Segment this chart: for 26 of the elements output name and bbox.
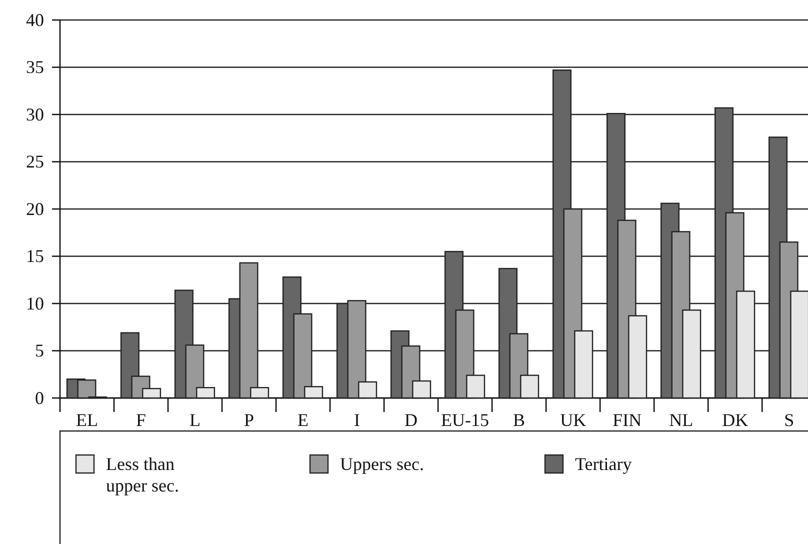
legend-label: Less than upper sec. — [106, 454, 179, 496]
x-tick-label: DK — [722, 410, 748, 430]
legend-label: Tertiary — [575, 454, 632, 474]
y-tick-label: 0 — [35, 388, 44, 408]
x-tick-label: UK — [560, 410, 586, 430]
y-tick-label: 30 — [26, 104, 44, 124]
y-tick-label: 20 — [26, 198, 44, 219]
x-tick-label: S — [784, 410, 794, 430]
y-tick-label: 15 — [26, 246, 44, 266]
x-tick-label: F — [136, 410, 146, 430]
x-tick-label: NL — [669, 410, 694, 430]
x-tick-label: D — [404, 410, 418, 430]
x-tick-label: L — [190, 410, 201, 430]
legend-label: Uppers sec. — [340, 454, 424, 474]
y-tick-label: 5 — [35, 340, 44, 361]
x-tick-label: EL — [76, 410, 98, 430]
y-tick-label: 40 — [26, 10, 44, 30]
y-tick-label: 35 — [26, 57, 44, 78]
x-tick-label: B — [513, 410, 526, 430]
y-tick-label: 25 — [26, 152, 44, 172]
x-tick-label: I — [354, 410, 360, 430]
x-tick-label: EU-15 — [441, 410, 490, 430]
x-tick-label: P — [244, 410, 254, 430]
x-tick-label: E — [298, 410, 309, 430]
y-tick-label: 10 — [26, 293, 44, 314]
x-tick-label: FIN — [612, 410, 642, 430]
